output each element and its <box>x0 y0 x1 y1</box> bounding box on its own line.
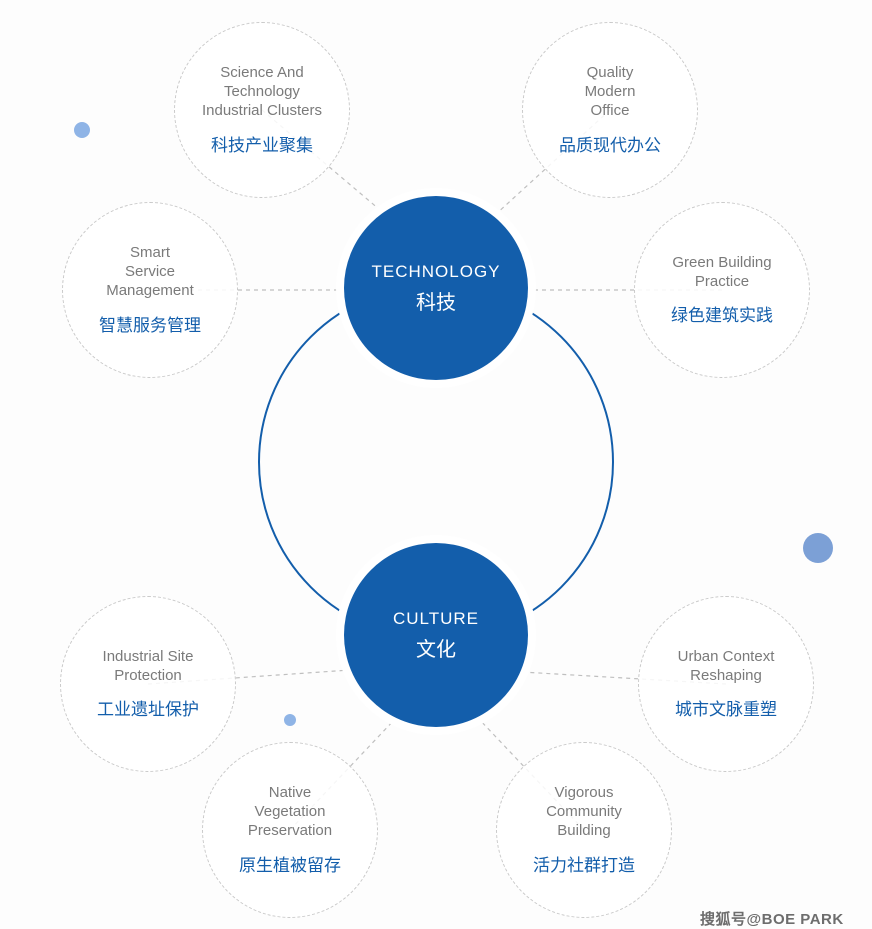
node-label-en: Industrial SiteProtection <box>103 648 194 686</box>
hub-label-en: CULTURE <box>393 609 479 629</box>
node-quality-office: QualityModernOffice 品质现代办公 <box>522 22 698 198</box>
hub-culture: CULTURE 文化 <box>344 543 528 727</box>
node-green-building: Green BuildingPractice 绿色建筑实践 <box>634 202 810 378</box>
node-native-vegetation: NativeVegetationPreservation 原生植被留存 <box>202 742 378 918</box>
node-label-en: Science AndTechnologyIndustrial Clusters <box>202 64 322 120</box>
node-label-en: VigorousCommunityBuilding <box>546 784 622 840</box>
node-label-cn: 工业遗址保护 <box>97 695 199 720</box>
node-label-cn: 智慧服务管理 <box>99 311 201 336</box>
node-label-cn: 城市文脉重塑 <box>675 695 777 720</box>
hub-label-en: TECHNOLOGY <box>371 262 500 282</box>
decorative-dot <box>284 714 296 726</box>
node-label-cn: 活力社群打造 <box>533 851 635 876</box>
node-sci-tech-clusters: Science AndTechnologyIndustrial Clusters… <box>174 22 350 198</box>
node-label-cn: 科技产业聚集 <box>211 131 313 156</box>
hub-label-cn: 文化 <box>416 633 456 662</box>
node-label-en: Green BuildingPractice <box>672 254 771 292</box>
node-label-cn: 绿色建筑实践 <box>671 301 773 326</box>
node-vigorous-community: VigorousCommunityBuilding 活力社群打造 <box>496 742 672 918</box>
node-label-en: SmartServiceManagement <box>106 244 194 300</box>
node-smart-service: SmartServiceManagement 智慧服务管理 <box>62 202 238 378</box>
decorative-dot <box>803 533 833 563</box>
node-label-cn: 原生植被留存 <box>239 851 341 876</box>
node-urban-context: Urban ContextReshaping 城市文脉重塑 <box>638 596 814 772</box>
diagram-canvas: 搜狐号@BOE PARK TECHNOLOGY科技CULTURE文化Scienc… <box>0 0 872 924</box>
hub-label-cn: 科技 <box>416 286 456 315</box>
node-industrial-site: Industrial SiteProtection 工业遗址保护 <box>60 596 236 772</box>
node-label-en: NativeVegetationPreservation <box>248 784 332 840</box>
node-label-en: Urban ContextReshaping <box>678 648 775 686</box>
decorative-dot <box>74 122 90 138</box>
hub-technology: TECHNOLOGY 科技 <box>344 196 528 380</box>
node-label-en: QualityModernOffice <box>585 64 636 120</box>
watermark-text: 搜狐号@BOE PARK <box>700 908 844 929</box>
node-label-cn: 品质现代办公 <box>559 131 661 156</box>
